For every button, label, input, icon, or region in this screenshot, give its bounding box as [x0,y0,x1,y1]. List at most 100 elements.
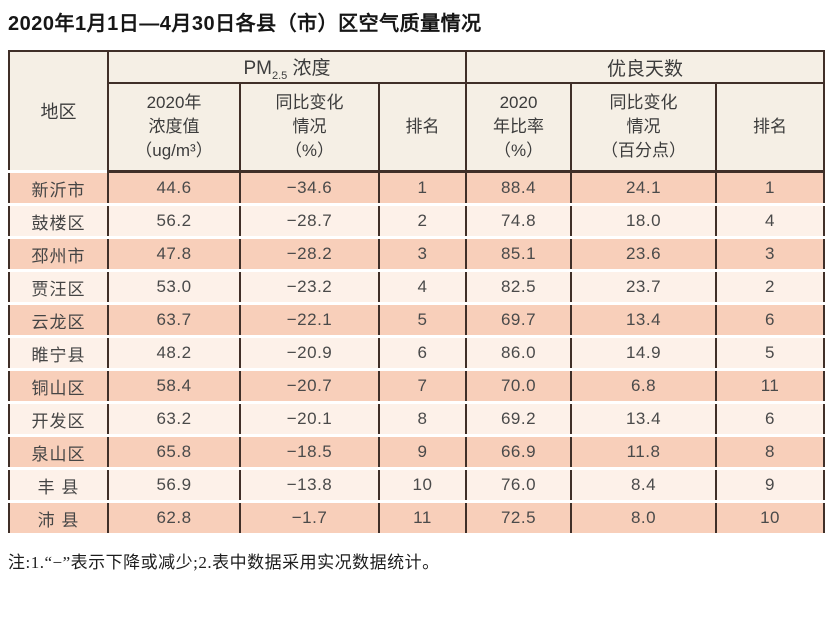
table-cell: 1 [715,170,825,206]
table-cell: 69.2 [465,401,573,437]
table-cell: −28.2 [239,236,380,272]
table-row: 泉山区 65.8 −18.5 9 66.9 11.8 8 [8,434,825,470]
table-cell: 86.0 [465,335,573,371]
table-cell: 5 [377,302,468,338]
table-cell: −18.5 [239,434,380,470]
table-cell: 1 [377,170,468,206]
table-cell: 62.8 [107,500,241,536]
table-cell: 69.7 [465,302,573,338]
table-cell: 6 [377,335,468,371]
col-header-region: 地区 [8,51,109,172]
table-cell: 9 [715,467,825,503]
table-row: 丰 县 56.9 −13.8 10 76.0 8.4 9 [8,467,825,503]
table-cell: 8 [715,434,825,470]
table-cell: 2 [377,203,468,239]
table-cell: 3 [715,236,825,272]
region-cell: 贾汪区 [8,269,109,305]
pm25-label-suffix: 浓度 [287,57,331,79]
table-cell: 72.5 [465,500,573,536]
table-header: 地区 PM2.5 浓度 优良天数 2020年 浓度值 （ug/m³） 同比变化 … [8,51,825,173]
table-cell: 11.8 [570,434,718,470]
pm25-label-prefix: PM [243,57,272,79]
table-row: 睢宁县 48.2 −20.9 6 86.0 14.9 5 [8,335,825,371]
table-cell: 10 [715,500,825,536]
region-cell: 新沂市 [8,170,109,206]
table-cell: 9 [377,434,468,470]
page: 2020年1月1日—4月30日各县（市）区空气质量情况 地区 PM2.5 浓度 … [0,11,825,631]
air-quality-table: 地区 PM2.5 浓度 优良天数 2020年 浓度值 （ug/m³） 同比变化 … [8,50,825,536]
table-row: 沛 县 62.8 −1.7 11 72.5 8.0 10 [8,500,825,536]
table-cell: 65.8 [107,434,241,470]
table-cell: 63.2 [107,401,241,437]
table-cell: 13.4 [570,302,718,338]
table-cell: −20.7 [239,368,380,404]
region-cell: 沛 县 [8,500,109,536]
region-cell: 邳州市 [8,236,109,272]
table-cell: 6.8 [570,368,718,404]
table-cell: 10 [377,467,468,503]
table-row: 贾汪区 53.0 −23.2 4 82.5 23.7 2 [8,269,825,305]
table-cell: 23.6 [570,236,718,272]
table-row: 铜山区 58.4 −20.7 7 70.0 6.8 11 [8,368,825,404]
table-cell: −28.7 [239,203,380,239]
table-cell: 11 [377,500,468,536]
table-cell: 24.1 [570,170,718,206]
col-group-pm25: PM2.5 浓度 [106,51,468,84]
table-cell: 63.7 [107,302,241,338]
region-cell: 云龙区 [8,302,109,338]
region-cell: 鼓楼区 [8,203,109,239]
table-cell: 23.7 [570,269,718,305]
table-cell: 44.6 [107,170,241,206]
table-cell: −20.9 [239,335,380,371]
table-cell: 6 [715,401,825,437]
group-header-row: 地区 PM2.5 浓度 优良天数 [8,51,825,172]
table-cell: 66.9 [465,434,573,470]
table-cell: −34.6 [239,170,380,206]
col-header-good-change: 同比变化 情况 （百分点） [570,83,718,173]
table-cell: 4 [715,203,825,239]
table-cell: 18.0 [570,203,718,239]
table-cell: 8.4 [570,467,718,503]
table-cell: 48.2 [107,335,241,371]
table-cell: −20.1 [239,401,380,437]
footnote: 注:1.“−”表示下降或减少;2.表中数据采用实况数据统计。 [8,553,440,572]
table-row: 新沂市 44.6 −34.6 1 88.4 24.1 1 [8,170,825,206]
region-cell: 泉山区 [8,434,109,470]
table-cell: 47.8 [107,236,241,272]
table-cell: 85.1 [465,236,573,272]
col-header-pm-value: 2020年 浓度值 （ug/m³） [107,83,241,173]
table-cell: 58.4 [107,368,241,404]
table-cell: 7 [377,368,468,404]
table-cell: 56.9 [107,467,241,503]
table-cell: 2 [715,269,825,305]
table-cell: −22.1 [239,302,380,338]
region-cell: 开发区 [8,401,109,437]
table-cell: −1.7 [239,500,380,536]
table-row: 云龙区 63.7 −22.1 5 69.7 13.4 6 [8,302,825,338]
table-cell: 88.4 [465,170,573,206]
region-cell: 铜山区 [8,368,109,404]
sub-header-row: 2020年 浓度值 （ug/m³） 同比变化 情况 （%） 排名 2020 年比… [9,83,825,173]
table-cell: −13.8 [239,467,380,503]
table-cell: 4 [377,269,468,305]
table-cell: 14.9 [570,335,718,371]
col-header-pm-rank: 排名 [377,83,468,173]
table-cell: 5 [715,335,825,371]
pm25-label-subscript: 2.5 [271,69,288,82]
table-cell: 13.4 [570,401,718,437]
table-cell: 11 [715,368,825,404]
table-cell: 8 [377,401,468,437]
col-header-good-rank: 排名 [715,83,825,173]
table-row: 邳州市 47.8 −28.2 3 85.1 23.6 3 [8,236,825,272]
table-cell: 82.5 [465,269,573,305]
col-header-good-rate: 2020 年比率 （%） [465,83,573,173]
region-cell: 丰 县 [8,467,109,503]
table-cell: 74.8 [465,203,573,239]
table-cell: −23.2 [239,269,380,305]
region-cell: 睢宁县 [8,335,109,371]
table-cell: 70.0 [465,368,573,404]
table-cell: 8.0 [570,500,718,536]
page-title: 2020年1月1日—4月30日各县（市）区空气质量情况 [8,13,482,35]
col-group-good-days: 优良天数 [465,51,825,84]
table-cell: 56.2 [107,203,241,239]
